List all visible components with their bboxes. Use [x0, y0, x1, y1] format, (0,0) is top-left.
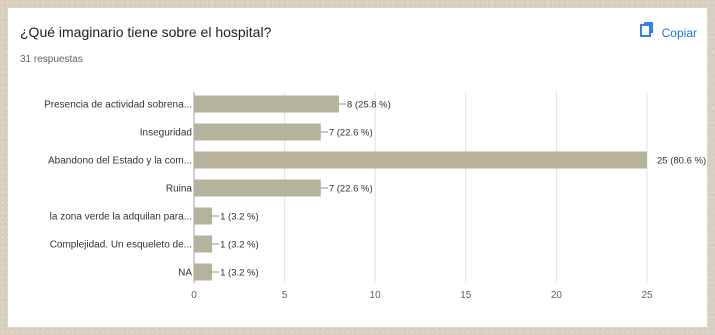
data-label: 7 (22.6 %): [329, 184, 373, 195]
category-label: Inseguridad: [140, 128, 192, 139]
bar[interactable]: [194, 123, 321, 141]
data-label: 25 (80.6 %): [657, 156, 706, 167]
bar[interactable]: [194, 235, 213, 253]
chart-card: ¿Qué imaginario tiene sobre el hospital?…: [8, 8, 707, 327]
x-tick-label: 5: [282, 290, 288, 301]
bar[interactable]: [194, 207, 213, 225]
data-label: 1 (3.2 %): [220, 268, 259, 279]
category-label: Ruina: [166, 184, 193, 195]
category-label: la zona verde la adquilan para...: [50, 212, 192, 223]
data-label: 1 (3.2 %): [220, 212, 259, 223]
category-label: Abandono del Estado y la com...: [48, 156, 192, 167]
bar-chart: 0 5 10 15 20 25 Presencia de actividad sobrena…: [44, 92, 706, 301]
question-title: ¿Qué imaginario tiene sobre el hospital?: [20, 24, 272, 40]
x-tick-label: 25: [641, 290, 653, 301]
category-label: NA: [178, 268, 192, 279]
bar[interactable]: [194, 263, 213, 281]
copy-label: Copiar: [661, 25, 697, 40]
x-tick-label: 0: [191, 290, 197, 301]
x-tick-label: 15: [460, 290, 472, 301]
copy-button[interactable]: Copiar: [639, 22, 697, 43]
copy-icon: [639, 22, 654, 43]
x-tick-label: 10: [370, 290, 382, 301]
bar[interactable]: [194, 151, 647, 169]
bar[interactable]: [194, 179, 321, 197]
category-label: Presencia de actividad sobrena...: [44, 100, 192, 111]
data-label: 1 (3.2 %): [220, 240, 259, 251]
data-label: 7 (22.6 %): [329, 128, 373, 139]
bar[interactable]: [194, 95, 339, 113]
response-count: 31 respuestas: [20, 54, 83, 65]
category-label: Complejidad. Un esqueleto de...: [50, 240, 192, 251]
x-tick-label: 20: [551, 290, 563, 301]
data-label: 8 (25.8 %): [347, 100, 391, 111]
